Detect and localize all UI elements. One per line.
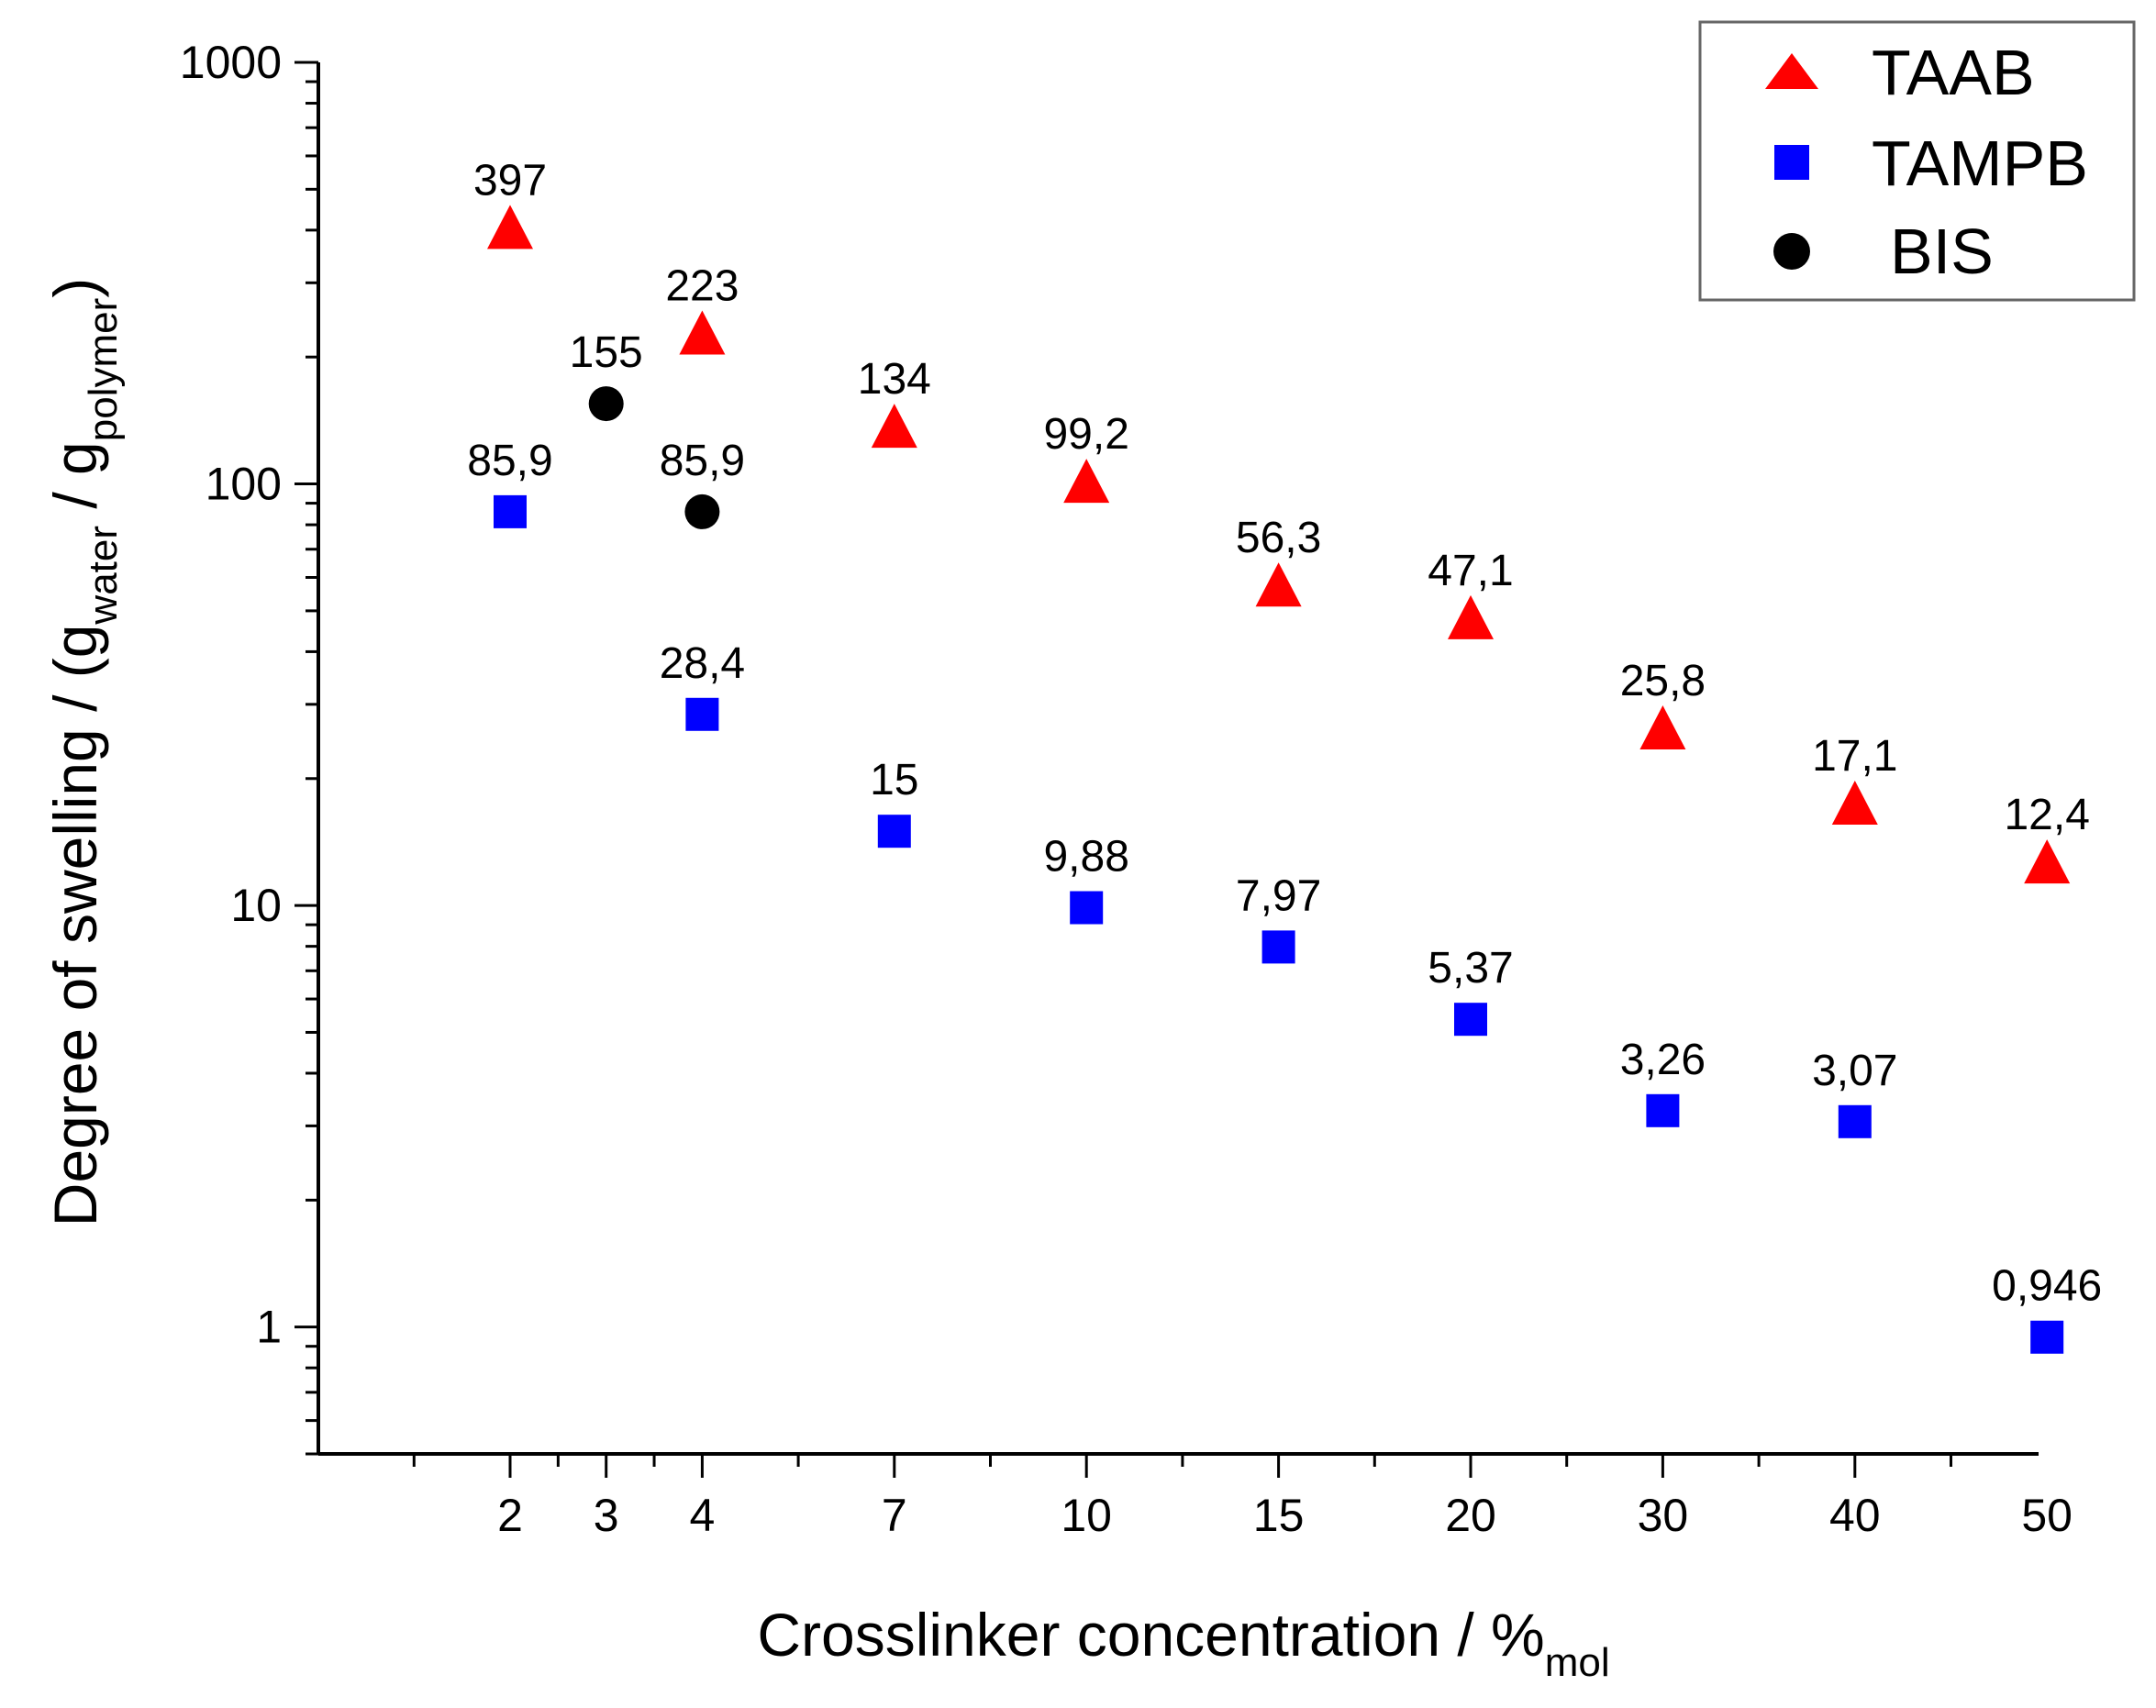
data-labels: 397 223 134 99,2 56,3 47,1 25,8 17,1 12,4 85,9 28,… <box>467 156 2102 1310</box>
y-axis-title-sub-polymer: polymer <box>81 298 126 442</box>
x-tick-label: 50 <box>2021 1490 2073 1541</box>
data-label-tampb: 5,37 <box>1428 944 1513 993</box>
legend: TAAB TAMPB BIS <box>1698 20 2136 302</box>
legend-label-bis: BIS <box>1890 216 1994 287</box>
point-tampb <box>1261 930 1295 964</box>
y-tick-labels: 1 10 100 1000 <box>180 37 282 1353</box>
data-label-tampb: 3,26 <box>1620 1036 1706 1084</box>
data-label-taab: 17,1 <box>1812 732 1897 781</box>
point-tampb <box>1838 1104 1872 1138</box>
point-taab <box>1448 594 1494 639</box>
legend-box <box>1698 20 2136 302</box>
x-tick-label: 15 <box>1253 1490 1305 1541</box>
x-tick-label: 30 <box>1638 1490 1689 1541</box>
y-axis-title: Degree of swelling / (gwater / gpolymer) <box>41 278 126 1226</box>
point-tampb <box>2030 1320 2064 1354</box>
x-axis-title-main: Crosslinker concentration / % <box>757 1601 1544 1669</box>
x-tick-labels: 2 3 4 7 10 15 20 30 40 50 <box>497 1490 2073 1541</box>
y-tick-label: 100 <box>206 459 282 510</box>
data-label-taab: 56,3 <box>1236 514 1321 562</box>
point-taab <box>871 404 917 449</box>
data-label-bis: 155 <box>570 328 643 377</box>
data-label-tampb: 3,07 <box>1812 1047 1897 1095</box>
point-tampb <box>1070 891 1104 925</box>
point-taab <box>2024 839 2071 884</box>
data-label-bis: 85,9 <box>660 437 745 485</box>
legend-marker-tampb <box>1774 145 1809 180</box>
x-tick-label: 20 <box>1445 1490 1496 1541</box>
y-tick-label: 1 <box>256 1302 282 1353</box>
data-label-tampb: 7,97 <box>1236 871 1321 920</box>
legend-marker-bis <box>1773 233 1810 270</box>
data-label-tampb: 28,4 <box>660 639 745 688</box>
x-axis-title: Crosslinker concentration / %mol <box>757 1601 1609 1685</box>
point-taab <box>487 205 533 250</box>
data-label-taab: 25,8 <box>1620 657 1706 705</box>
x-tick-label: 40 <box>1829 1490 1881 1541</box>
data-label-taab: 12,4 <box>2004 791 2089 839</box>
point-bis <box>684 494 720 529</box>
data-label-tampb: 85,9 <box>467 437 552 485</box>
x-tick-label: 10 <box>1061 1490 1112 1541</box>
x-tick-label: 4 <box>689 1490 715 1541</box>
y-tick-label: 1000 <box>180 37 282 88</box>
x-axis-title-sub: mol <box>1545 1640 1610 1685</box>
y-axis-title-sub-water: water <box>81 526 126 626</box>
y-axis-title-end: ) <box>41 278 109 298</box>
point-bis <box>588 386 624 422</box>
data-label-taab: 397 <box>473 156 547 205</box>
point-tampb <box>1646 1093 1680 1127</box>
y-tick-label: 10 <box>230 880 282 931</box>
legend-marker-taab <box>1765 53 1818 89</box>
data-label-taab: 47,1 <box>1428 547 1513 595</box>
point-tampb <box>494 494 527 528</box>
point-tampb <box>685 697 719 731</box>
legend-label-tampb: TAMPB <box>1872 128 2088 199</box>
x-tick-label: 7 <box>882 1490 907 1541</box>
data-label-tampb: 0,946 <box>1992 1262 2102 1311</box>
point-tampb <box>1454 1003 1487 1037</box>
point-taab <box>1831 781 1878 826</box>
point-taab <box>679 310 726 355</box>
legend-label-taab: TAAB <box>1872 37 2035 108</box>
data-label-tampb: 15 <box>870 756 918 804</box>
point-tampb <box>877 815 911 848</box>
point-taab <box>1255 562 1302 607</box>
data-label-taab: 134 <box>858 355 931 404</box>
data-label-taab: 223 <box>665 261 739 310</box>
y-axis-title-mid: / g <box>41 441 109 526</box>
point-taab <box>1063 459 1110 504</box>
point-taab <box>1639 704 1686 749</box>
data-label-tampb: 9,88 <box>1043 833 1128 882</box>
x-tick-label: 3 <box>594 1490 619 1541</box>
y-axis-title-main: Degree of swelling / (g <box>41 625 109 1227</box>
data-points <box>487 205 2071 1354</box>
x-tick-label: 2 <box>497 1490 523 1541</box>
data-label-taab: 99,2 <box>1043 410 1128 459</box>
axes <box>295 61 2039 1478</box>
